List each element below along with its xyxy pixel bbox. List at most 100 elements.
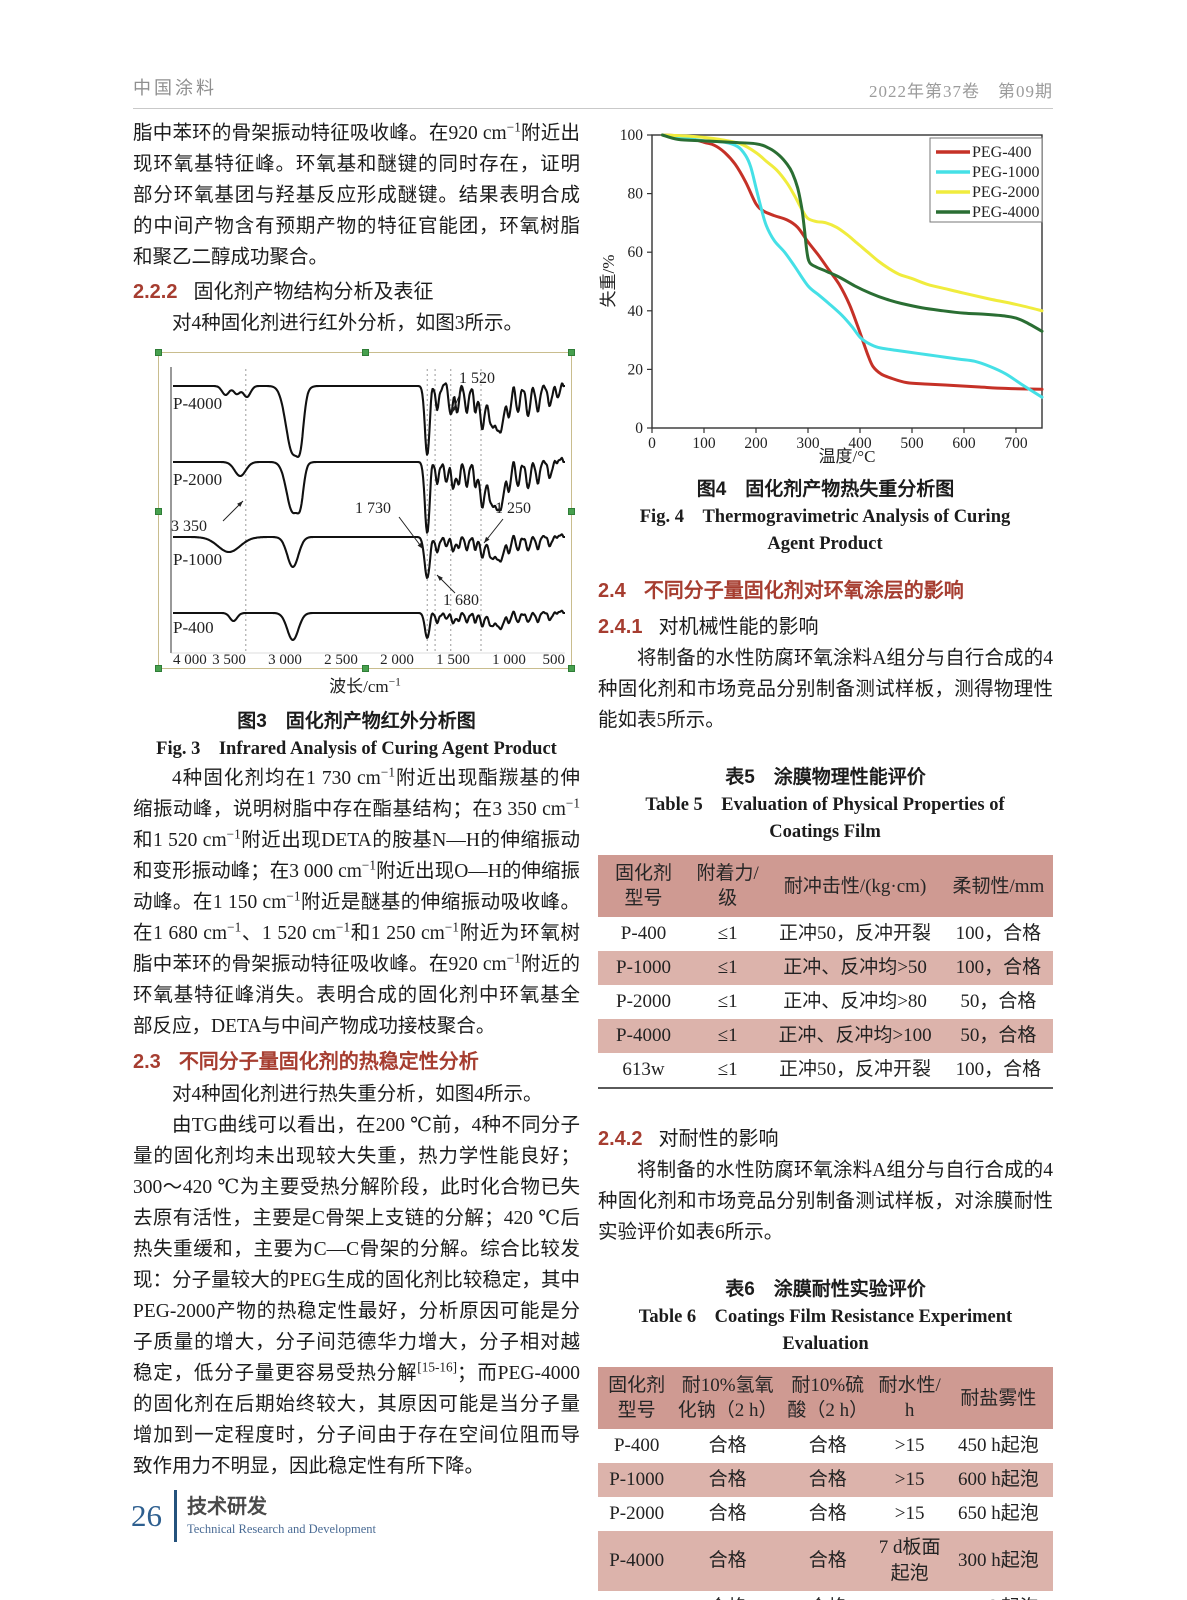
table5-caption-en: Table 5 Evaluation of Physical Propertie… — [645, 795, 1005, 842]
table-cell: >15 — [875, 1591, 944, 1600]
tg-plot: 0 100 200 300 400 500 600 700 0 20 40 60 80 100 PEG-40… — [599, 127, 1044, 465]
table-row: P-2000 合格 合格 >15 650 h起泡 — [598, 1497, 1053, 1531]
table-row: P-4000 合格 合格 7 d板面起泡 300 h起泡 — [598, 1531, 1053, 1591]
svg-text:1 680: 1 680 — [443, 592, 479, 609]
column-header: 固化剂 型号 — [598, 1367, 676, 1429]
table5-caption-cn: 表5 涂膜物理性能评价 — [725, 767, 926, 788]
svg-text:20: 20 — [628, 361, 644, 378]
table-cell: ≤1 — [689, 1019, 767, 1053]
table-cell: 600 h起泡 — [943, 1463, 1053, 1497]
table6-caption-cn: 表6 涂膜耐性实验评价 — [725, 1279, 926, 1300]
svg-text:500: 500 — [900, 435, 924, 452]
section-title: 不同分子量固化剂对环氧涂层的影响 — [643, 580, 964, 602]
column-header: 附着力/级 — [689, 855, 767, 917]
table-cell: 300 h起泡 — [943, 1531, 1053, 1591]
table-row: P-4000 ≤1 正冲、反冲均>100 50，合格 — [598, 1019, 1053, 1053]
svg-text:PEG-400: PEG-400 — [972, 144, 1032, 161]
svg-text:1 730: 1 730 — [355, 500, 391, 517]
page-number: 26 — [131, 1498, 162, 1533]
svg-text:100: 100 — [620, 127, 644, 144]
svg-text:500: 500 — [543, 652, 566, 668]
selection-handle-icon[interactable] — [362, 349, 369, 356]
table-cell: 合格 — [779, 1463, 876, 1497]
paragraph: 脂中苯环的骨架振动特征吸收峰。在920 cm−1附近出现环氧基特征峰。环氧基和醚… — [133, 119, 580, 268]
table-row: P-2000 ≤1 正冲、反冲均>80 50，合格 — [598, 985, 1053, 1019]
section-number: 2.4 — [598, 580, 626, 602]
table-cell: 100，合格 — [955, 923, 1042, 944]
section-number: 2.3 — [133, 1051, 161, 1073]
svg-text:PEG-4000: PEG-4000 — [972, 204, 1040, 221]
footer-divider — [174, 1490, 177, 1542]
table-cell: 合格 — [708, 1435, 747, 1456]
section-title: 不同分子量固化剂的热稳定性分析 — [178, 1051, 479, 1073]
fig3-x-axis-label: 波长/cm−1 — [329, 675, 401, 696]
svg-text:1 000: 1 000 — [492, 652, 526, 668]
table-header-row: 固化剂 型号 耐10%氢氧 化钠（2 h） 耐10%硫 酸（2 h） 耐水性/ h 耐盐… — [598, 1367, 1053, 1429]
table-cell: >15 — [894, 1503, 925, 1524]
svg-text:80: 80 — [628, 186, 644, 203]
fig4-caption-en: Fig. 4 Thermogravimetric Analysis of Cur… — [639, 507, 1011, 554]
table-cell: >15 — [894, 1435, 925, 1456]
selection-handle-icon[interactable] — [568, 508, 575, 515]
svg-text:1 250: 1 250 — [495, 500, 531, 517]
fig3-caption-en: Fig. 3 Infrared Analysis of Curing Agent… — [156, 739, 557, 759]
selection-handle-icon[interactable] — [362, 665, 369, 672]
section-heading-2-4: 2.4 不同分子量固化剂对环氧涂层的影响 — [598, 574, 1053, 608]
table-cell: 450 h起泡 — [958, 1435, 1039, 1456]
table-row: 613w ≤1 正冲50，反冲开裂 100，合格 — [598, 1053, 1053, 1089]
footer-section-cn: 技术研发 — [187, 1496, 267, 1518]
table-cell: 正冲50，反冲开裂 — [766, 1053, 944, 1089]
table-cell: P-4000 — [598, 1019, 689, 1053]
column-header: 固化剂 型号 — [598, 855, 689, 917]
table-header-row: 固化剂 型号 附着力/级 耐冲击性/(kg·cm) 柔韧性/mm — [598, 855, 1053, 917]
figure-4-tg-chart: 0 100 200 300 400 500 600 700 0 20 40 60 80 100 PEG-40… — [598, 118, 1053, 465]
section-heading-2-3: 2.3 不同分子量固化剂的热稳定性分析 — [133, 1045, 580, 1079]
table-cell: 50，合格 — [960, 991, 1037, 1012]
table-cell: 合格 — [675, 1463, 780, 1497]
table-5: 固化剂 型号 附着力/级 耐冲击性/(kg·cm) 柔韧性/mm P-400 ≤1 正冲50… — [598, 855, 1053, 1089]
column-header: 耐水性/ h — [875, 1367, 944, 1429]
column-header: 耐10%硫 酸（2 h） — [779, 1367, 876, 1429]
table-cell: P-2000 — [609, 1503, 665, 1524]
selection-handle-icon[interactable] — [155, 508, 162, 515]
column-header: 耐10%氢氧 化钠（2 h） — [675, 1367, 780, 1429]
table-cell: 正冲50，反冲开裂 — [779, 923, 932, 944]
section-number: 2.4.2 — [598, 1128, 643, 1150]
fig3-caption-cn: 图3 固化剂产物红外分析图 — [237, 711, 476, 732]
section-heading-2-4-1: 2.4.1 对机械性能的影响 — [598, 611, 1053, 643]
svg-text:P-400: P-400 — [173, 618, 214, 637]
journal-name: 中国涂料 — [133, 78, 217, 98]
table-cell: P-1000 — [598, 1463, 676, 1497]
ir-spectra-plot: P-4000 P-2000 P-1000 P-400 4 000 3 500 3 000 2 … — [170, 367, 566, 668]
section-number: 2.4.1 — [598, 616, 643, 638]
svg-text:0: 0 — [648, 435, 656, 452]
paragraph: 由TG曲线可以看出，在200 ℃前，4种不同分子量的固化剂均未出现较大失重，热力… — [133, 1115, 580, 1477]
table-cell: P-2000 — [616, 991, 671, 1012]
paragraph: 对4种固化剂进行红外分析，如图3所示。 — [172, 313, 524, 334]
fig4-caption-cn: 图4 固化剂产物热失重分析图 — [696, 479, 955, 500]
svg-text:100: 100 — [692, 435, 716, 452]
svg-text:1 500: 1 500 — [436, 652, 470, 668]
section-heading-2-2-2: 2.2.2 固化剂产物结构分析及表征 — [133, 276, 580, 308]
table-cell: 正冲、反冲均>80 — [783, 991, 927, 1012]
selection-handle-icon[interactable] — [568, 349, 575, 356]
selection-handle-icon[interactable] — [155, 665, 162, 672]
selection-handle-icon[interactable] — [568, 665, 575, 672]
svg-text:P-2000: P-2000 — [173, 470, 222, 489]
selection-handle-icon[interactable] — [155, 349, 162, 356]
header-rule — [133, 108, 1053, 109]
footer: 26 技术研发 Technical Research and Developme… — [131, 1490, 376, 1542]
table-cell: 500 h起泡 — [943, 1591, 1053, 1600]
column-header: 耐冲击性/(kg·cm) — [766, 855, 944, 917]
svg-text:PEG-1000: PEG-1000 — [972, 164, 1040, 181]
table-cell: 正冲、反冲均>50 — [766, 951, 944, 985]
table-cell: 合格 — [808, 1503, 847, 1524]
figure-3-ir-chart: P-4000 P-2000 P-1000 P-400 4 000 3 500 3 000 2 … — [155, 349, 575, 672]
table-cell: ≤1 — [717, 991, 738, 1012]
paragraph: 将制备的水性防腐环氧涂料A组分与自行合成的4种固化剂和市场竞品分别制备测试样板，… — [598, 1160, 1053, 1243]
table-cell: >15 — [875, 1463, 944, 1497]
svg-text:600: 600 — [952, 435, 976, 452]
column-header: 柔韧性/mm — [943, 855, 1053, 917]
table-cell: 7 d板面起泡 — [875, 1531, 944, 1591]
